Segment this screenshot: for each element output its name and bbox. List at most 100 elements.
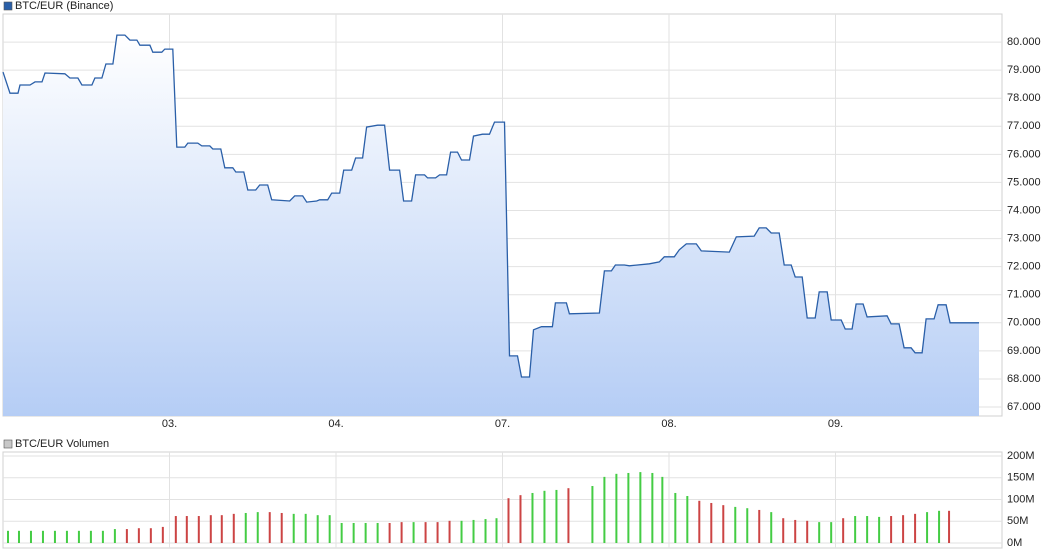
volume-bar	[890, 516, 893, 543]
volume-bar	[174, 516, 177, 543]
volume-bar	[806, 520, 809, 543]
volume-bar	[41, 530, 44, 543]
legend-label: BTC/EUR Volumen	[15, 438, 109, 450]
volume-bar	[926, 512, 929, 543]
volume-bar	[519, 495, 522, 543]
y-tick-label: 76.000	[1007, 148, 1041, 160]
area-fill	[3, 35, 979, 416]
volume-bar	[914, 513, 917, 543]
volume-bar	[101, 530, 104, 543]
volume-bar	[567, 488, 570, 543]
x-tick-label: 09.	[828, 418, 843, 430]
volume-bar	[818, 522, 821, 543]
volume-bar	[710, 502, 713, 543]
volume-bar	[686, 496, 689, 543]
volume-bar	[53, 530, 56, 543]
volume-bar	[328, 515, 331, 543]
volume-bar	[722, 505, 725, 543]
volume-bar	[938, 510, 941, 543]
volume-bar	[244, 512, 247, 543]
volume-bar	[854, 516, 857, 543]
volume-bar	[268, 512, 271, 543]
volume-bar	[77, 530, 80, 543]
volume-bar	[591, 486, 594, 543]
x-tick-label: 08.	[661, 418, 676, 430]
y-tick-label: 150M	[1007, 472, 1035, 484]
volume-bar	[436, 522, 439, 543]
volume-bar	[209, 515, 212, 543]
volume-bar	[555, 489, 558, 543]
y-tick-label: 79.000	[1007, 64, 1041, 76]
volume-bar	[627, 472, 630, 543]
y-tick-label: 78.000	[1007, 92, 1041, 104]
volume-bar	[842, 518, 845, 543]
volume-bar	[878, 516, 881, 543]
price-line	[2, 34, 979, 378]
volume-bar	[340, 522, 343, 543]
volume-bar	[424, 522, 427, 543]
volume-bar	[304, 513, 307, 543]
volume-bar	[161, 526, 164, 543]
volume-bar	[830, 522, 833, 543]
volume-bar	[232, 513, 235, 543]
volume-bar	[364, 522, 367, 543]
volume-bar	[412, 522, 415, 543]
y-tick-label: 73.000	[1007, 232, 1041, 244]
legend-swatch	[3, 439, 13, 449]
y-tick-label: 67.000	[1007, 401, 1041, 413]
y-tick-label: 75.000	[1007, 176, 1041, 188]
volume-bar	[352, 522, 355, 543]
volume-bar	[758, 509, 761, 543]
volume-bar	[400, 522, 403, 543]
y-tick-label: 74.000	[1007, 204, 1041, 216]
volume-bar	[531, 492, 534, 543]
volume-bar	[746, 508, 749, 543]
volume-bar	[661, 476, 664, 543]
volume-bar	[472, 519, 475, 543]
volume-bar	[460, 520, 463, 543]
volume-bar	[866, 516, 869, 543]
volume-bar	[280, 512, 283, 543]
volume-bar	[639, 472, 642, 543]
volume-bar	[149, 528, 152, 543]
y-tick-label: 80.000	[1007, 36, 1041, 48]
volume-bar	[948, 510, 951, 543]
volume-bar	[484, 519, 487, 543]
volume-bar	[137, 528, 140, 543]
volume-bar	[6, 530, 9, 543]
volume-bar	[543, 490, 546, 543]
volume-bar	[902, 515, 905, 543]
y-tick-label: 50M	[1007, 515, 1028, 527]
legend-label: BTC/EUR (Binance)	[15, 0, 113, 12]
volume-bar	[794, 519, 797, 543]
x-tick-label: 07.	[495, 418, 510, 430]
y-tick-label: 100M	[1007, 493, 1035, 505]
volume-bar	[220, 515, 223, 543]
y-tick-label: 200M	[1007, 450, 1035, 462]
volume-bar	[256, 512, 259, 543]
y-tick-label: 71.000	[1007, 289, 1041, 301]
x-tick-label: 04.	[328, 418, 343, 430]
volume-bar	[89, 530, 92, 543]
volume-bar	[316, 515, 319, 543]
y-tick-label: 70.000	[1007, 317, 1041, 329]
volume-bar	[292, 513, 295, 543]
volume-bar	[17, 530, 20, 543]
volume-bar	[197, 516, 200, 543]
volume-bar	[376, 522, 379, 543]
volume-bar	[674, 492, 677, 543]
volume-bar	[603, 476, 606, 543]
y-tick-label: 68.000	[1007, 373, 1041, 385]
volume-bar	[782, 518, 785, 543]
volume-bar	[65, 530, 68, 543]
y-tick-label: 77.000	[1007, 120, 1041, 132]
volume-bar	[113, 529, 116, 543]
legend-swatch	[3, 1, 13, 11]
volume-bar	[651, 472, 654, 543]
volume-bar	[615, 473, 618, 543]
y-tick-label: 69.000	[1007, 345, 1041, 357]
volume-bar	[29, 530, 32, 543]
volume-bar	[507, 498, 510, 543]
volume-bar	[698, 500, 701, 543]
